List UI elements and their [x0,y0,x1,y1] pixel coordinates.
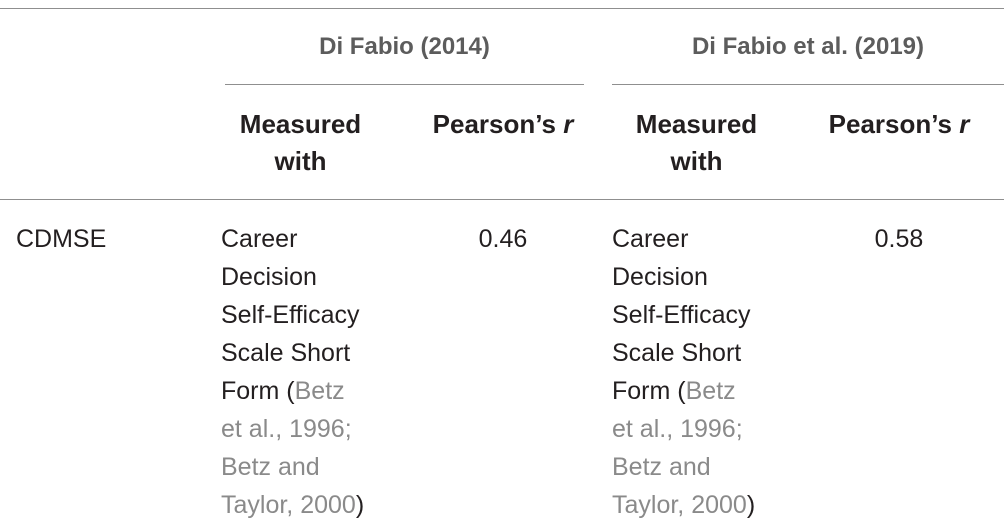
cell-line: Self-Efficacy [221,301,360,329]
cell-line: Scale Short [221,339,351,367]
cell-line: Taylor, 2000) [221,486,401,524]
cell-line: Form (Betz [612,372,792,410]
header-bottom-rule [0,199,1004,200]
citation-link[interactable]: Taylor, 2000 [612,491,747,519]
cell-line: Decision [612,263,708,291]
cell-line: Form (Betz [221,372,401,410]
group-rule-left [225,84,584,85]
citation-link[interactable]: et al., 1996; [612,415,743,443]
measured-with-cell: Career Decision Self-Efficacy Scale Shor… [221,220,401,524]
group-rule-right [612,84,1004,85]
column-header-line: with [670,146,723,176]
pearson-r-value: 0.46 [478,225,528,253]
row-label-cdmse: CDMSE [16,225,107,253]
column-header-line: Measured [635,109,758,139]
top-rule [0,8,1004,9]
column-header-label: Pearson’s [828,109,960,139]
column-header-line: Measured [239,109,362,139]
citation-link[interactable]: Betz [685,377,736,405]
citation-link[interactable]: Betz [294,377,345,405]
close-paren: ) [746,491,756,519]
group-header-di-fabio-2014: Di Fabio (2014) [319,33,490,60]
citation-link[interactable]: Taylor, 2000 [221,491,356,519]
citation-link[interactable]: et al., 1996; [221,415,352,443]
cell-line: Decision [221,263,317,291]
column-header-italic-r: r [563,109,574,139]
column-header-line: with [274,146,327,176]
close-paren: ) [355,491,365,519]
cell-line: Scale Short [612,339,742,367]
column-header-label: Pearson’s [432,109,564,139]
column-header-pearson-1: Pearson’s r [418,106,588,143]
column-header-pearson-2: Pearson’s r [814,106,984,143]
citation-link[interactable]: Betz and [612,453,711,481]
column-header-italic-r: r [959,109,970,139]
cell-line: Career [612,225,689,253]
cell-line: Taylor, 2000) [612,486,792,524]
pearson-r-value: 0.58 [874,225,924,253]
column-header-measured-with-2: Measured with [614,106,779,180]
group-header-di-fabio-2019: Di Fabio et al. (2019) [691,33,925,60]
measured-with-cell: Career Decision Self-Efficacy Scale Shor… [612,220,792,524]
cell-line: Career [221,225,298,253]
citation-link[interactable]: Betz and [221,453,320,481]
cell-line: Self-Efficacy [612,301,751,329]
form-prefix: Form ( [612,377,686,405]
form-prefix: Form ( [221,377,295,405]
column-header-measured-with-1: Measured with [218,106,383,180]
